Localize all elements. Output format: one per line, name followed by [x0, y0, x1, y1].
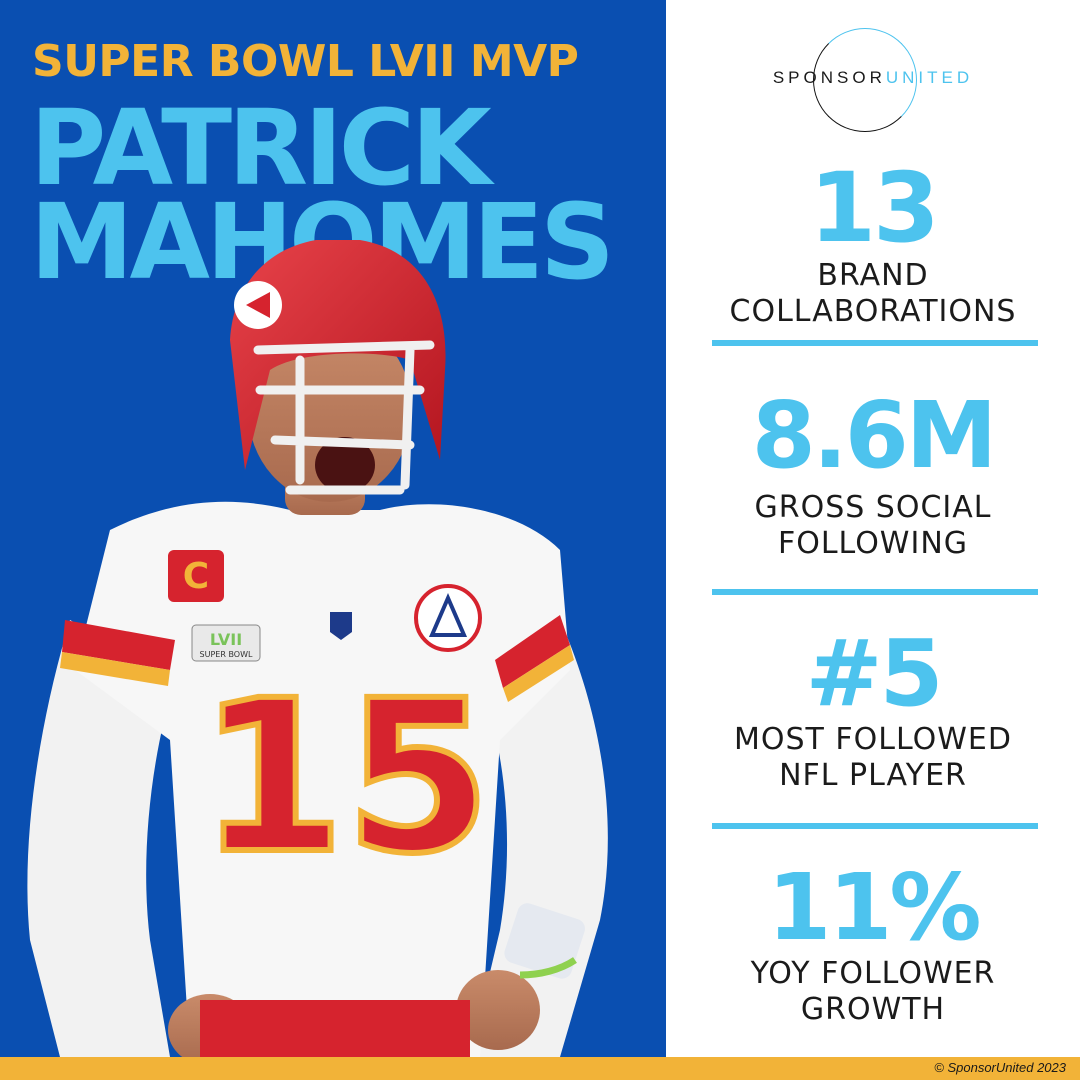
svg-text:C: C	[183, 556, 209, 597]
stat-label-line2: COLLABORATIONS	[729, 294, 1017, 329]
footer-bar: © SponsorUnited 2023	[0, 1057, 1080, 1080]
stat-value: 13	[809, 152, 940, 264]
stat-divider	[712, 823, 1038, 829]
jersey-number: 15	[199, 655, 491, 900]
helmet	[230, 240, 446, 470]
super-bowl-patch: SUPER BOWL	[200, 650, 253, 659]
stat-label-line2: NFL PLAYER	[779, 758, 967, 793]
logo-ring-icon	[813, 28, 917, 132]
stat-value: #5	[805, 620, 943, 727]
hero-panel: SUPER BOWL LVII MVP PATRICK MAHOMES 15	[0, 0, 666, 1057]
stat-divider	[712, 340, 1038, 346]
stat-brand-collaborations: 13 BRAND COLLABORATIONS	[666, 160, 1080, 330]
stat-label-line1: YOY FOLLOWER	[750, 956, 996, 991]
stats-panel: SPONSORUNITED 13 BRAND COLLABORATIONS 8.…	[666, 0, 1080, 1057]
sponsorunited-logo: SPONSORUNITED	[666, 22, 1080, 142]
stat-most-followed: #5 MOST FOLLOWED NFL PLAYER	[666, 628, 1080, 794]
player-first-name: PATRICK	[30, 87, 492, 209]
stat-label-line1: BRAND	[817, 258, 929, 293]
stat-divider	[712, 589, 1038, 595]
stat-gross-social-following: 8.6M GROSS SOCIAL FOLLOWING	[666, 390, 1080, 562]
stat-label-line2: FOLLOWING	[777, 526, 969, 561]
left-arm-sleeve	[27, 620, 176, 1057]
stat-value: 11%	[767, 854, 981, 961]
stat-yoy-growth: 11% YOY FOLLOWER GROWTH	[666, 862, 1080, 1028]
stat-label-line2: GROWTH	[800, 992, 946, 1027]
logo-wordmark: SPONSORUNITED	[772, 68, 974, 87]
svg-text:LVII: LVII	[210, 630, 242, 649]
headline-kicker: SUPER BOWL LVII MVP	[32, 36, 579, 87]
copyright-text: © SponsorUnited 2023	[934, 1060, 1066, 1075]
stat-label-line1: MOST FOLLOWED	[734, 722, 1012, 757]
stat-label-line1: GROSS SOCIAL	[754, 490, 992, 525]
player-photo: 15 C SUPER BOWL LVII	[27, 240, 608, 1057]
stat-value: 8.6M	[751, 382, 998, 489]
